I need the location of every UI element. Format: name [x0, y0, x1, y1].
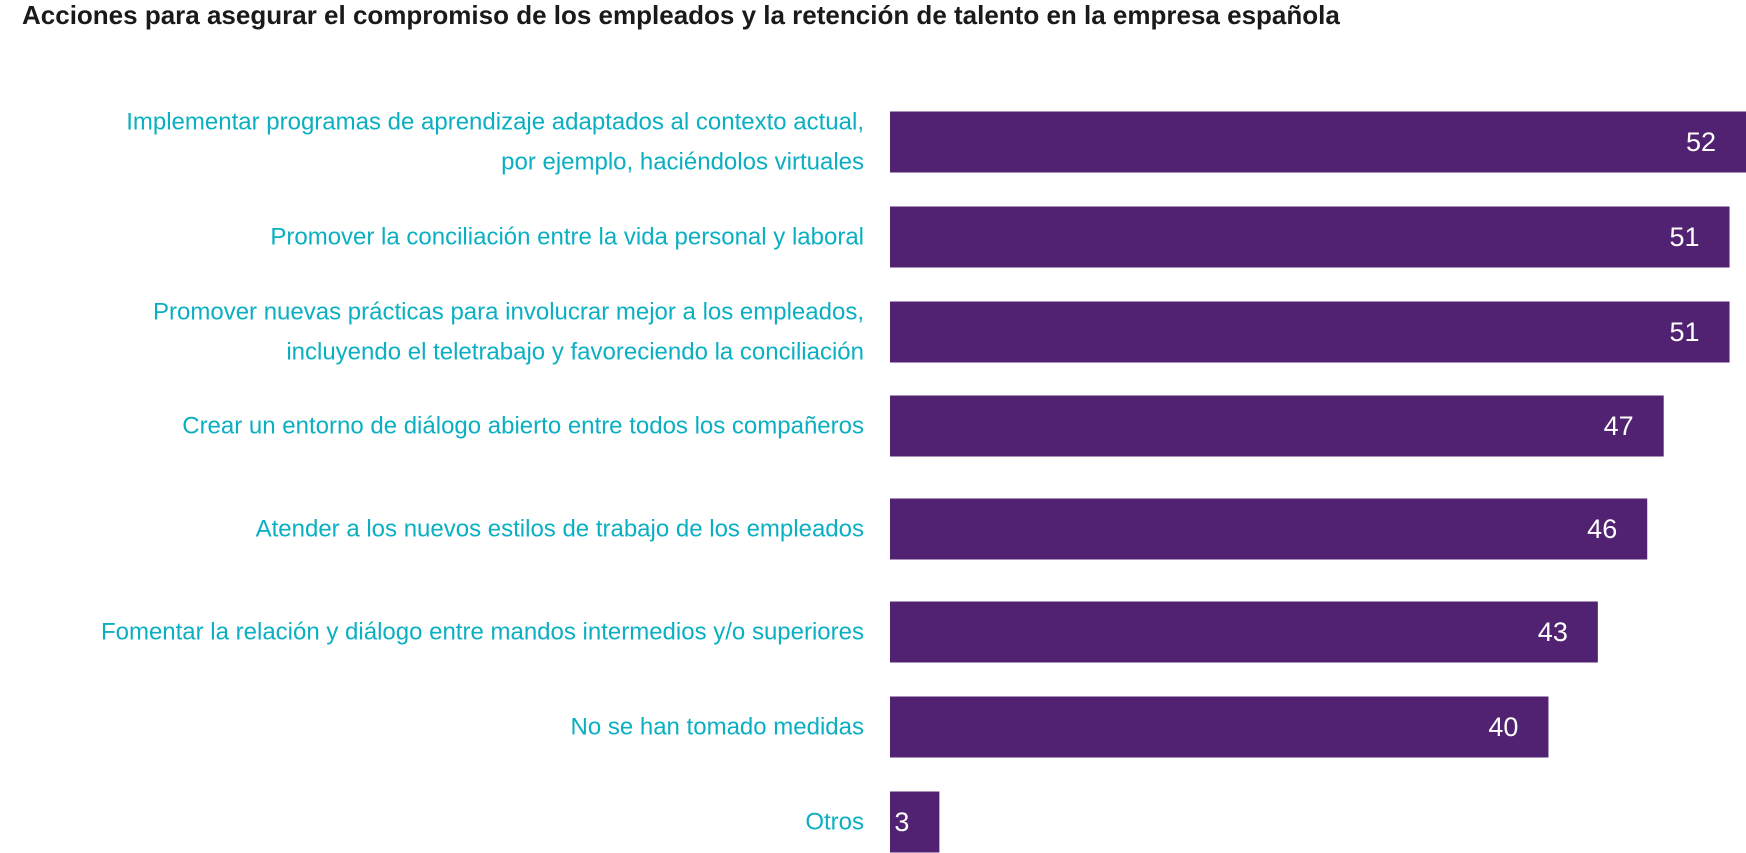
bar	[890, 301, 1730, 363]
bar-value-label: 40	[1488, 712, 1518, 742]
category-label: Promover la conciliación entre la vida p…	[270, 224, 864, 251]
category-label: Crear un entorno de diálogo abierto entr…	[182, 413, 864, 440]
bar-value-label: 52	[1686, 127, 1716, 157]
category-label: Implementar programas de aprendizaje ada…	[126, 109, 864, 176]
bar-value-label: 51	[1669, 222, 1699, 252]
bar	[890, 395, 1664, 457]
category-label: No se han tomado medidas	[570, 714, 864, 741]
bar	[890, 601, 1598, 663]
bar-value-label: 47	[1604, 411, 1634, 441]
bar	[890, 498, 1648, 560]
category-label: Fomentar la relación y diálogo entre man…	[101, 619, 864, 646]
bar	[890, 206, 1730, 268]
bar-value-label: 3	[894, 807, 909, 837]
bar	[890, 111, 1746, 173]
category-label: Atender a los nuevos estilos de trabajo …	[256, 516, 864, 543]
category-label: Otros	[805, 809, 864, 836]
bar-value-label: 46	[1587, 514, 1617, 544]
bar-value-label: 51	[1669, 317, 1699, 347]
bar	[890, 791, 940, 853]
bar	[890, 696, 1549, 758]
chart-title: Acciones para asegurar el compromiso de …	[22, 0, 1340, 30]
category-label: Promover nuevas prácticas para involucra…	[153, 299, 864, 366]
bar-value-label: 43	[1538, 617, 1568, 647]
